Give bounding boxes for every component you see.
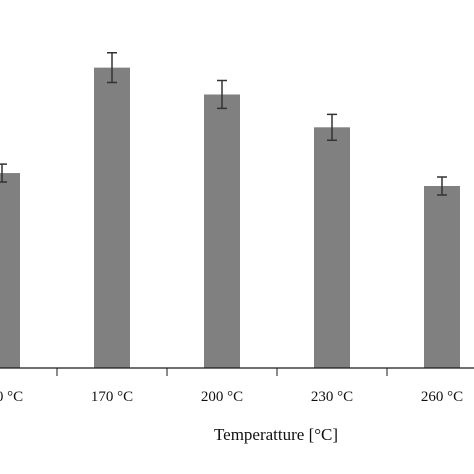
error-bar-2	[217, 79, 227, 110]
x-tick-label-1: 170 °C	[91, 389, 133, 405]
bars-group	[0, 67, 460, 369]
x-tick-label-4: 260 °C	[421, 389, 463, 405]
bar-1	[94, 67, 130, 368]
error-bar-0	[0, 163, 7, 183]
error-bar-1	[107, 51, 117, 84]
error-bar-3	[327, 113, 337, 141]
bar-0	[0, 173, 20, 368]
x-tick-label-0: 140 °C	[0, 389, 23, 405]
bar-4	[424, 185, 460, 368]
x-tick-labels: 140 °C 170 °C 200 °C 230 °C 260 °C	[0, 389, 463, 405]
x-axis-ticks	[56, 368, 388, 376]
error-bar-4	[437, 176, 447, 196]
bar-3	[314, 127, 350, 368]
bar-2	[204, 94, 240, 369]
error-bars-group	[0, 51, 447, 196]
x-axis-title: Temperatture [°C]	[214, 425, 338, 444]
x-tick-label-3: 230 °C	[311, 389, 353, 405]
x-tick-label-2: 200 °C	[201, 389, 243, 405]
